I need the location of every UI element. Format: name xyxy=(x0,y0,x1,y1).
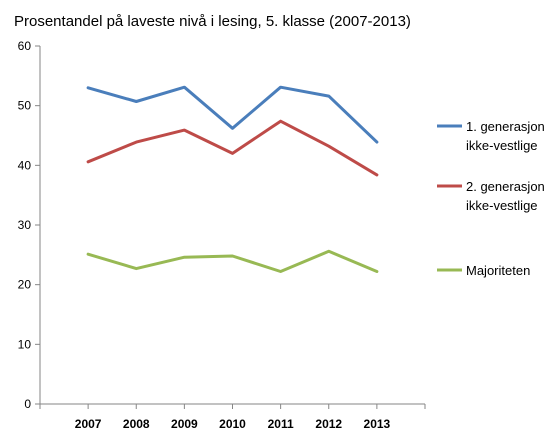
x-tick-label: 2012 xyxy=(315,417,342,431)
y-axis-ticks: 0 10 20 30 40 50 60 xyxy=(18,39,40,411)
chart-title: Prosentandel på laveste nivå i lesing, 5… xyxy=(14,13,411,30)
y-tick-label: 50 xyxy=(18,99,32,113)
series-line-1 xyxy=(86,85,379,144)
series-line-2 xyxy=(86,119,379,177)
legend-label-2: 2. generasjon xyxy=(466,179,545,194)
x-tick-label: 2011 xyxy=(268,417,294,431)
y-tick-label: 60 xyxy=(18,39,32,53)
y-tick-label: 10 xyxy=(18,337,32,351)
y-tick-label: 20 xyxy=(18,278,32,292)
x-tick-label: 2007 xyxy=(75,417,102,431)
legend-label-2: ikke-vestlige xyxy=(466,198,538,213)
legend-label-3: Majoriteten xyxy=(466,263,530,278)
x-tick-label: 2009 xyxy=(171,417,198,431)
x-tick-label: 2010 xyxy=(219,417,246,431)
y-tick-label: 0 xyxy=(24,397,31,411)
y-tick-label: 40 xyxy=(18,158,32,172)
x-tick-label: 2013 xyxy=(364,417,391,431)
x-tick-label: 2008 xyxy=(123,417,150,431)
legend: 1. generasjon ikke-vestlige 2. generasjon i… xyxy=(437,119,545,278)
x-axis-ticks: 2007 2008 2009 2010 2011 2012 2013 xyxy=(39,404,426,431)
legend-label-1: 1. generasjon xyxy=(466,119,545,134)
y-tick-label: 30 xyxy=(18,218,32,232)
legend-label-1: ikke-vestlige xyxy=(466,138,538,153)
series-line-3 xyxy=(86,249,379,273)
axes xyxy=(39,46,425,405)
series-group xyxy=(86,85,379,273)
